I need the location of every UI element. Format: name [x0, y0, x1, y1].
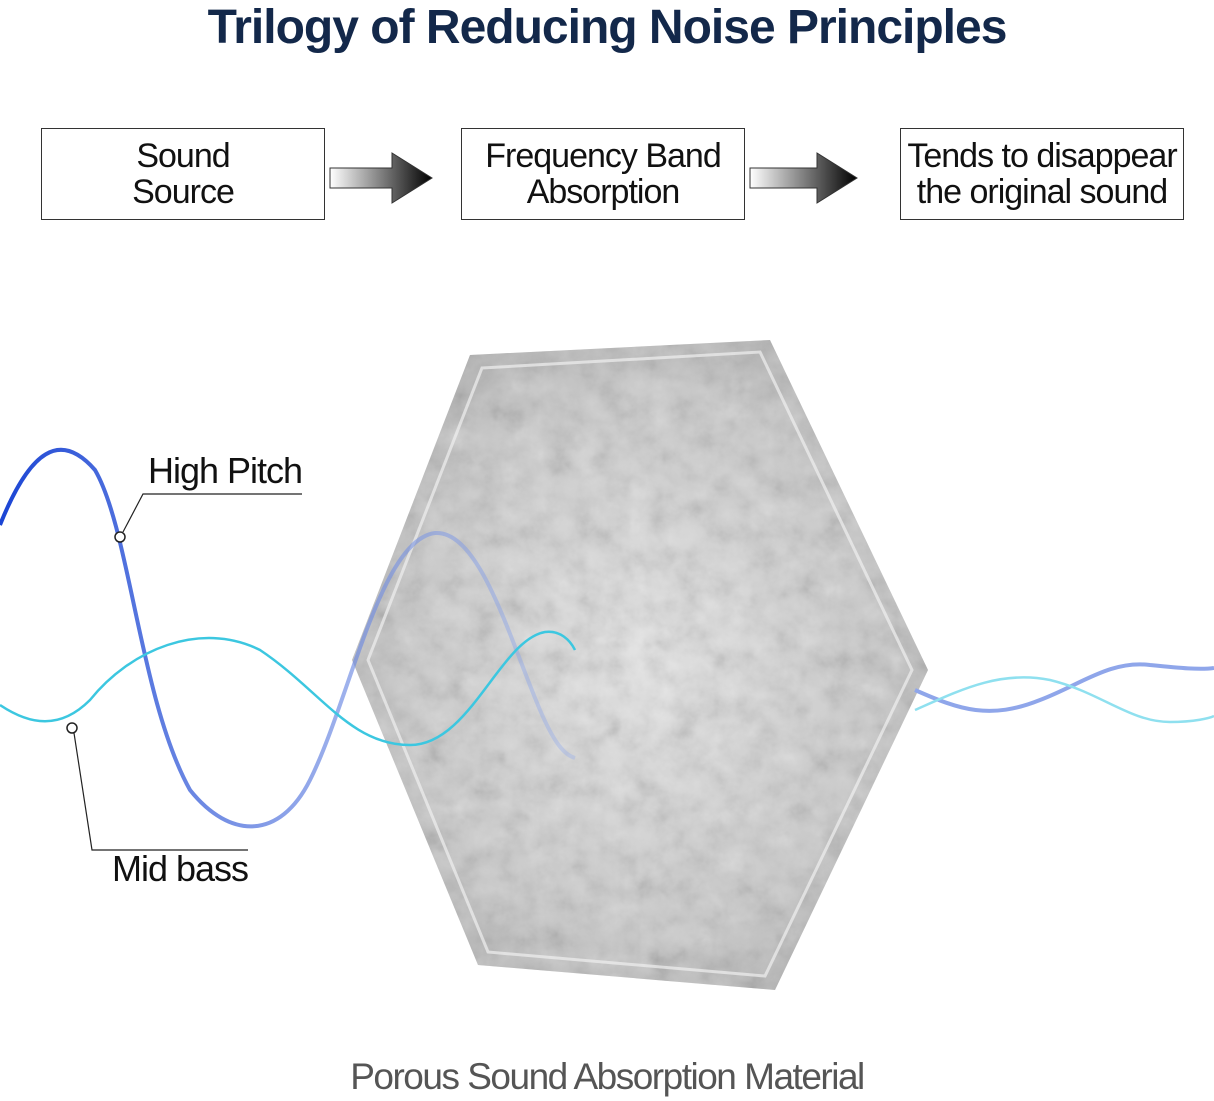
output-wave-high	[914, 662, 1214, 713]
mid-bass-wave	[0, 630, 577, 747]
caption: Porous Sound Absorption Material	[350, 1056, 865, 1097]
step-text: Absorption	[526, 173, 681, 211]
step-disappear: Tends to disappear the original sound	[900, 128, 1184, 220]
step-text: Source	[132, 173, 235, 211]
step-text: Sound	[136, 137, 230, 175]
arrow-icon	[749, 152, 858, 204]
high-pitch-wave	[0, 447, 576, 829]
output-wave-mid	[914, 676, 1214, 724]
step-text: Tends to disappear	[907, 137, 1177, 175]
step-sound-source: Sound Source	[41, 128, 325, 220]
high-pitch-leader	[114, 493, 302, 543]
title: Trilogy of Reducing Noise Principles	[207, 1, 1008, 54]
high-pitch-label: High Pitch	[148, 450, 303, 491]
mid-bass-leader	[66, 722, 248, 851]
step-frequency-absorption: Frequency Band Absorption	[461, 128, 745, 220]
arrow-icon	[329, 152, 433, 204]
acoustic-panel-hexagon	[352, 340, 928, 990]
step-text: the original sound	[916, 173, 1168, 211]
step-text: Frequency Band	[485, 137, 721, 175]
mid-bass-label: Mid bass	[112, 848, 249, 889]
